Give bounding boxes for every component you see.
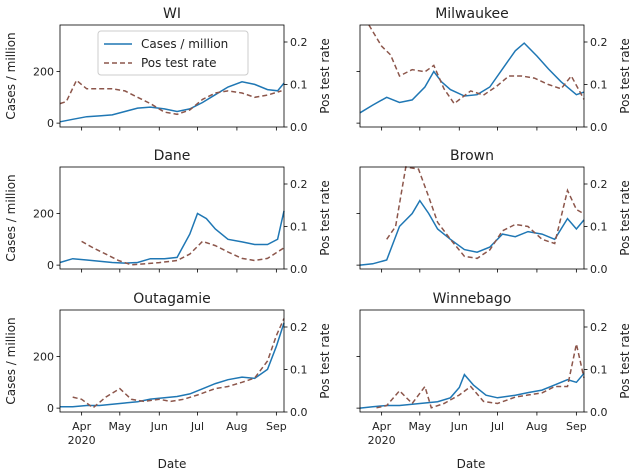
left-y-axis-label: Cases / million [4,174,18,261]
left-y-tick-label: 200 [33,350,54,363]
plot-frame [359,309,585,413]
plot-frame [359,166,585,270]
right-y-tick-label: 0.1 [590,364,608,377]
right-y-tick-label: 0.1 [590,79,608,92]
right-y-axis-label: Pos test rate [618,38,632,113]
left-y-tick-label: 0 [47,402,54,415]
panel-wi: WI 0 200 0.0 0.1 0.2 Cases / million Pos test r… [4,6,332,134]
right-y-tick-label: 0.0 [590,406,608,419]
panel-outagamie: Outagamie 0 200 0.0 0.1 0.2 Apr May Jun Jul Aug Sep… [4,291,332,447]
left-y-axis-label: Cases / million [4,32,18,119]
pos-rate-series-line [72,318,285,409]
right-y-tick-label: 0.0 [590,263,608,276]
right-y-tick-label: 0.2 [290,321,308,334]
pos-rate-series-line [386,166,585,260]
x-year-label: 2020 [68,434,96,447]
x-tick-label: Sep [266,420,287,433]
right-y-tick-label: 0.1 [290,79,308,92]
x-tick-label: Jun [450,420,468,433]
cases-series-line [59,81,285,123]
x-axis-label-left: Date [158,457,187,471]
left-y-tick-label: 200 [33,65,54,78]
left-y-tick-label: 200 [33,207,54,220]
panel-dane: Dane 0 200 0.0 0.1 0.2 Cases / million Pos test… [4,148,332,276]
left-y-tick-label: 0 [47,117,54,130]
x-tick-label: Aug [526,420,547,433]
x-tick-label: Jul [190,420,204,433]
right-y-tick-label: 0.1 [590,221,608,234]
x-tick-label: May [408,420,431,433]
x-tick-label: May [108,420,131,433]
cases-series-line [359,372,585,409]
legend-cases-label: Cases / million [141,37,228,51]
x-axis-label-right: Date [457,457,486,471]
plot-frame [59,166,285,270]
plot-frame [359,24,585,128]
right-y-tick-label: 0.2 [590,321,608,334]
plot-frame [59,309,285,413]
right-y-tick-label: 0.0 [590,121,608,134]
panel-winnebago: Winnebago 0.0 0.1 0.2 Apr May Jun Jul Aug Sep 2020… [356,291,632,447]
x-tick-label: Jul [490,420,504,433]
panel-title: Milwaukee [435,6,509,22]
pos-rate-series-line [81,240,285,266]
x-tick-label: Aug [226,420,247,433]
panel-title: Brown [450,148,494,164]
right-y-tick-label: 0.1 [290,221,308,234]
legend-pos-label: Pos test rate [141,56,216,70]
right-y-tick-label: 0.2 [590,178,608,191]
pos-rate-series-line [376,343,585,409]
right-y-tick-label: 0.0 [290,121,308,134]
right-y-tick-label: 0.2 [590,36,608,49]
x-tick-label: Jun [150,420,168,433]
panel-title: Outagamie [133,291,211,307]
panel-milwaukee: Milwaukee 0.0 0.1 0.2 Pos test rate [356,6,632,134]
x-tick-label: Sep [566,420,587,433]
right-y-tick-label: 0.1 [290,364,308,377]
x-year-label: 2020 [368,434,396,447]
right-y-axis-label: Pos test rate [618,323,632,398]
left-y-tick-label: 0 [47,259,54,272]
panel-brown: Brown 0.0 0.1 0.2 Pos test rate [356,148,632,276]
right-y-tick-label: 0.0 [290,406,308,419]
pos-rate-series-line [59,79,282,116]
right-y-tick-label: 0.2 [290,178,308,191]
right-y-axis-label: Pos test rate [618,180,632,255]
x-tick-label: Apr [372,420,392,433]
legend-box [97,30,249,76]
x-tick-label: Apr [72,420,92,433]
right-y-axis-label: Pos test rate [318,180,332,255]
right-y-tick-label: 0.0 [290,263,308,276]
cases-series-line [60,322,285,408]
panel-title: Winnebago [433,291,512,307]
cases-series-line [59,210,285,264]
pos-rate-series-line [368,24,585,105]
cases-series-line [359,42,585,114]
panel-title: Dane [154,148,191,164]
cases-series-line [359,199,585,266]
legend: Cases / million Pos test rate [97,30,249,76]
right-y-axis-label: Pos test rate [318,323,332,398]
plot-frame [59,24,285,128]
left-y-axis-label: Cases / million [4,317,18,404]
panel-title: WI [163,6,181,22]
right-y-axis-label: Pos test rate [318,38,332,113]
right-y-tick-label: 0.2 [290,36,308,49]
